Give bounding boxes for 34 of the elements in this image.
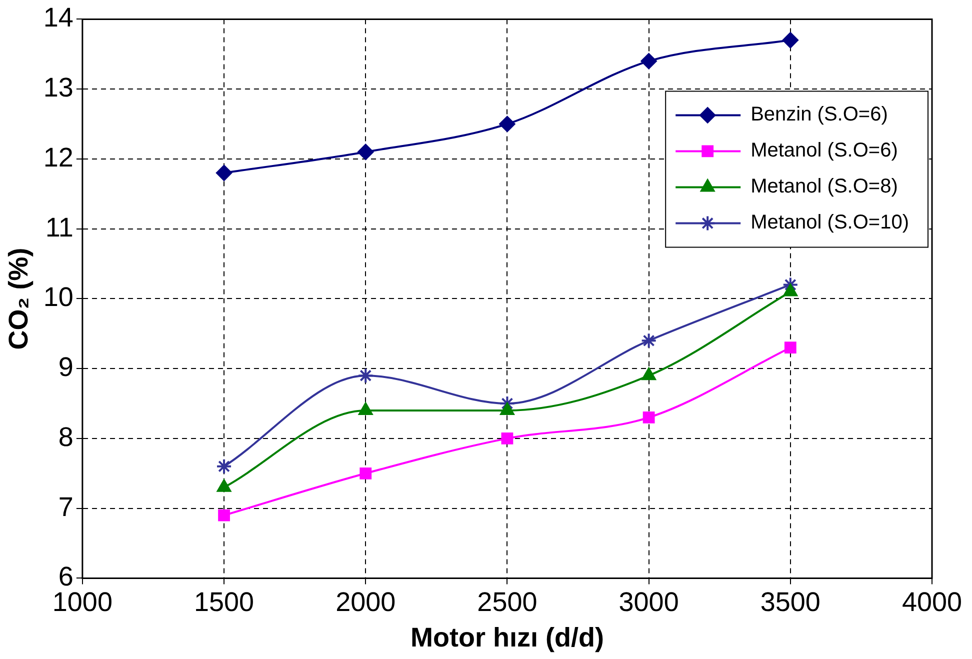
legend-label: Metanol (S.O=10): [750, 212, 910, 234]
y-tick-label: 14: [43, 2, 74, 33]
legend-label: Benzin (S.O=6): [750, 104, 888, 126]
point: [358, 368, 374, 384]
point: [358, 144, 374, 160]
x-tick-label: 2500: [477, 586, 538, 617]
point: [642, 412, 655, 424]
y-tick-label: 9: [58, 352, 74, 382]
x-tick-label: 3000: [618, 586, 679, 617]
x-axis-title: Motor hızı (d/d): [410, 622, 604, 652]
point: [784, 342, 796, 354]
x-tick-label: 2000: [336, 586, 396, 617]
point: [640, 332, 657, 349]
y-tick-label: 8: [58, 422, 74, 452]
legend-label: Metanol (S.O=8): [750, 176, 898, 198]
y-tick-label: 13: [43, 72, 74, 103]
y-tick-label: 7: [58, 492, 74, 522]
y-tick-label: 12: [43, 142, 74, 172]
x-tick-label: 1500: [194, 586, 254, 617]
point: [216, 164, 232, 181]
point: [216, 458, 232, 474]
point: [218, 509, 230, 522]
y-tick-label: 10: [43, 282, 74, 312]
x-tick-label: 3500: [760, 586, 820, 617]
point: [499, 116, 516, 132]
point: [360, 467, 372, 480]
point: [642, 368, 656, 380]
point: [782, 32, 798, 48]
point: [640, 53, 657, 70]
y-tick-label: 11: [45, 212, 74, 242]
y-axis-title: CO₂ (%): [4, 248, 34, 350]
x-tick-label: 4000: [902, 586, 962, 617]
point: [501, 432, 514, 444]
legend-label: Metanol (S.O=6): [750, 140, 898, 162]
